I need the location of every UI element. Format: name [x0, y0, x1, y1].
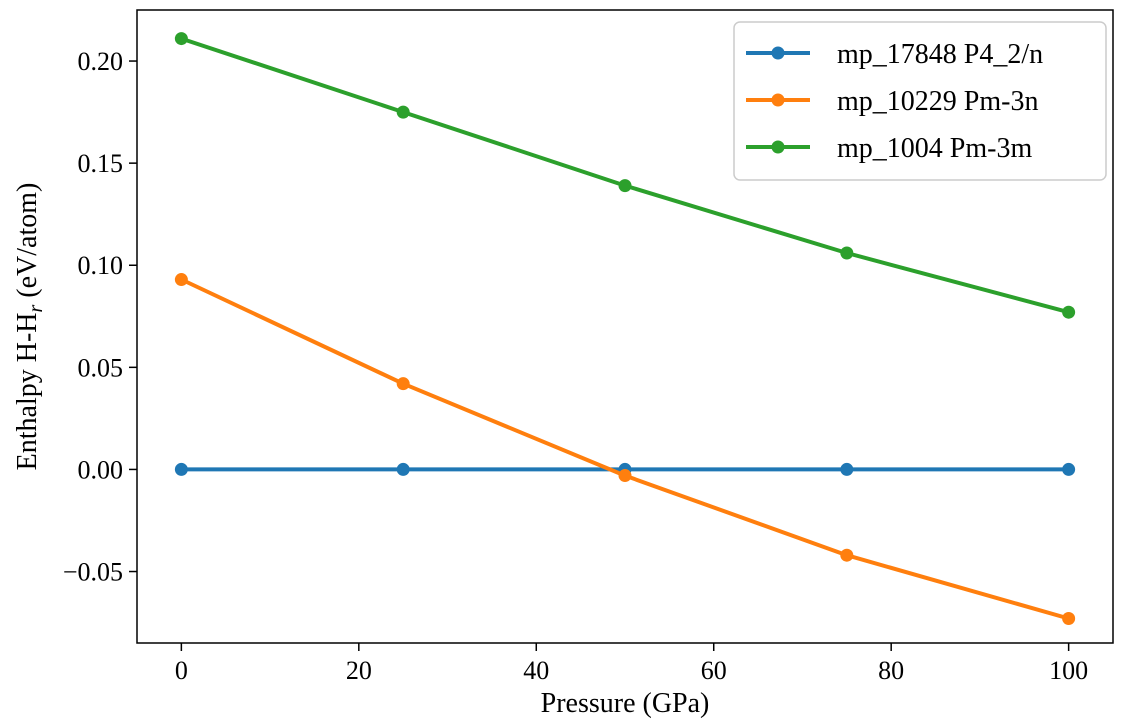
data-point — [840, 462, 854, 476]
data-point — [1062, 305, 1076, 319]
legend-label: mp_1004 Pm-3m — [837, 133, 1032, 164]
y-tick-label: −0.05 — [63, 558, 123, 587]
y-axis-label-subscript: r — [25, 305, 47, 313]
y-axis-label: Enthalpy H-Hr (eV/atom) — [12, 183, 47, 471]
y-axis-label-main: Enthalpy H-H — [12, 313, 43, 471]
data-point — [396, 462, 410, 476]
data-point — [840, 548, 854, 562]
plot-frame — [136, 9, 1114, 644]
y-tick-label: 0.15 — [78, 149, 124, 178]
y-axis-label-unit: (eV/atom) — [12, 183, 43, 305]
legend-label: mp_10229 Pm-3n — [837, 86, 1038, 117]
legend-label: mp_17848 P4_2/n — [837, 39, 1043, 70]
legend-swatch-marker — [771, 46, 785, 60]
x-tick-label: 60 — [701, 656, 727, 685]
y-tick-label: 0.10 — [78, 251, 124, 280]
series-line-2 — [180, 277, 1070, 621]
legend-box — [733, 21, 1107, 181]
series-layer — [174, 32, 1076, 625]
x-tick-label: 40 — [523, 656, 549, 685]
x-axis-label: Pressure (GPa) — [541, 688, 710, 719]
x-axis: 0 20 40 60 80 100 — [175, 643, 1088, 685]
data-point — [174, 32, 188, 46]
data-point — [174, 273, 188, 287]
x-tick-label: 80 — [878, 656, 904, 685]
y-tick-label: 0.20 — [78, 47, 124, 76]
legend: mp_17848 P4_2/n mp_10229 Pm-3n mp_1004 Pm-… — [733, 21, 1107, 181]
y-axis: −0.05 0.00 0.05 0.10 0.15 0.20 — [63, 47, 137, 587]
data-point — [618, 179, 632, 193]
data-point — [396, 377, 410, 391]
data-point — [174, 462, 188, 476]
data-point — [840, 246, 854, 260]
x-tick-label: 20 — [346, 656, 372, 685]
x-tick-label: 100 — [1049, 656, 1088, 685]
data-point — [618, 469, 632, 483]
data-point — [1062, 462, 1076, 476]
data-point — [1062, 611, 1076, 625]
data-point — [396, 105, 410, 119]
x-tick-label: 0 — [175, 656, 188, 685]
y-tick-label: 0.00 — [78, 455, 124, 484]
plot-area — [136, 9, 1114, 644]
y-tick-label: 0.05 — [78, 353, 124, 382]
legend-swatch-marker — [771, 140, 785, 154]
legend-swatch-marker — [771, 93, 785, 107]
